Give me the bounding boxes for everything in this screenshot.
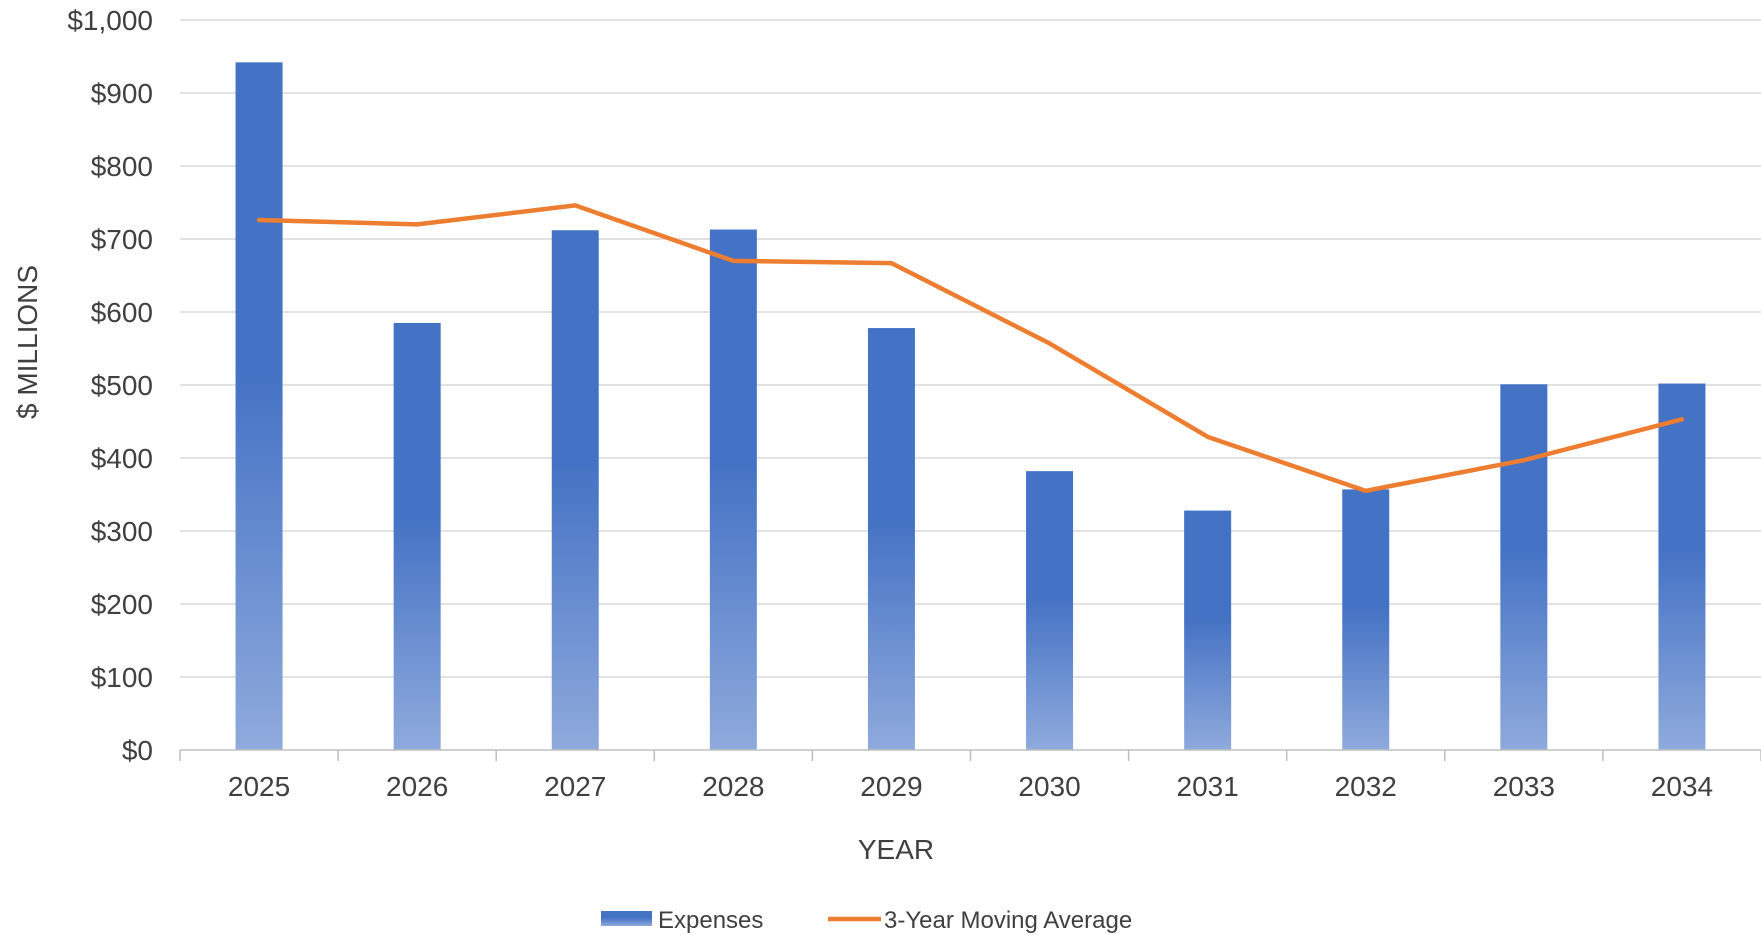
legend-swatch-expenses [601,911,652,926]
y-tick-label: $600 [91,297,153,328]
y-axis-title: $ MILLIONS [12,265,43,419]
y-tick-label: $800 [91,151,153,182]
moving-average-line [256,203,1685,494]
y-tick-label: $0 [122,735,153,766]
x-tick-label: 2030 [1018,771,1080,802]
legend-label-expenses: Expenses [658,907,763,934]
x-tick-label: 2034 [1651,771,1713,802]
bar-expenses [709,229,757,750]
bars [235,62,1706,751]
y-tick-label: $500 [91,370,153,401]
bar-expenses [393,322,441,750]
bar-expenses [551,230,599,751]
x-tick-label: 2029 [860,771,922,802]
x-tick-label: 2025 [228,771,290,802]
x-tick-label: 2028 [702,771,764,802]
x-tick-label: 2031 [1177,771,1239,802]
bar-expenses [1500,384,1548,750]
y-tick-label: $900 [91,78,153,109]
y-tick-label: $300 [91,516,153,547]
legend: Expenses 3-Year Moving Average [601,907,1132,934]
x-tick-label: 2026 [386,771,448,802]
y-tick-labels: $0 $100 $200 $300 $400 $500 $600 $700 $800 $900 $1… [67,5,153,766]
y-tick-label: $1,000 [67,5,153,36]
bar-expenses [235,62,283,750]
y-tick-label: $700 [91,224,153,255]
legend-label-moving-average: 3-Year Moving Average [884,907,1132,934]
x-tick-label: 2033 [1493,771,1555,802]
y-tick-label: $400 [91,443,153,474]
y-tick-label: $100 [91,662,153,693]
x-tick-label: 2027 [544,771,606,802]
bar-expenses [867,328,915,750]
x-tick-label: 2032 [1335,771,1397,802]
x-axis-title: YEAR [858,834,934,865]
bar-expenses [1184,510,1232,750]
y-tick-label: $200 [91,589,153,620]
bar-expenses [1342,489,1390,750]
bar-expenses [1026,471,1074,750]
bar-expenses [1658,383,1706,750]
x-axis: 2025 2026 2027 2028 2029 2030 2031 2032 2033 2034 [179,749,1761,802]
series-line-moving-average [256,203,1685,494]
gridlines [180,19,1761,678]
